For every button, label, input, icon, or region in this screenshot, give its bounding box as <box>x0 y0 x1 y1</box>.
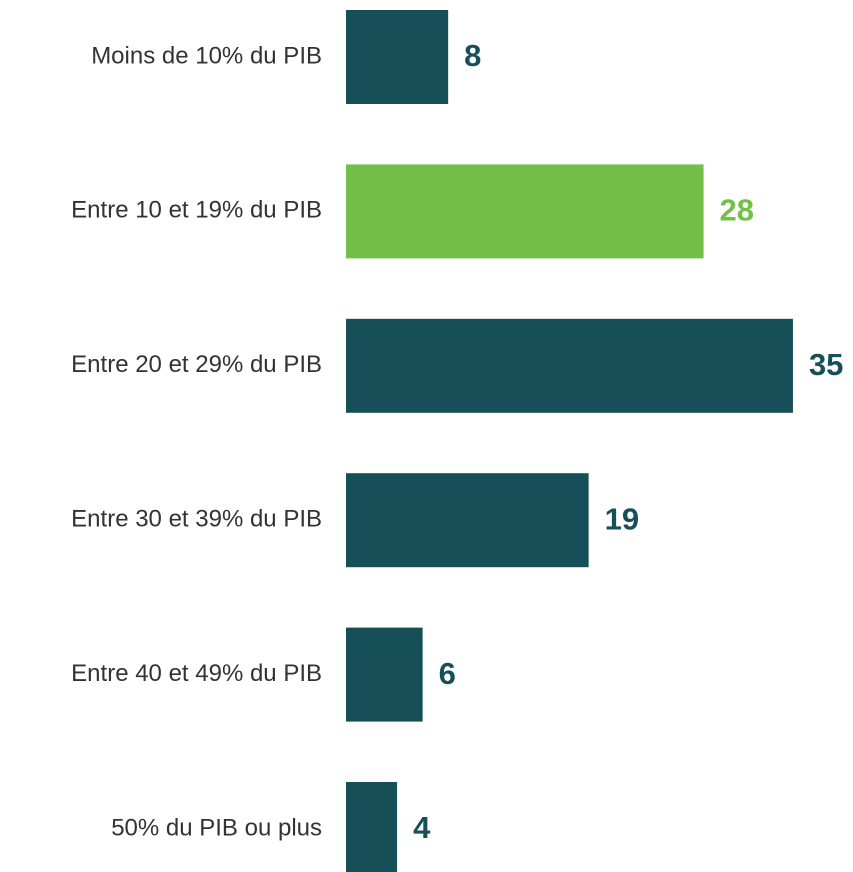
bar <box>346 473 589 568</box>
value-label: 19 <box>605 501 639 536</box>
category-label: Entre 20 et 29% du PIB <box>71 351 322 378</box>
bar <box>346 10 449 104</box>
bar <box>346 164 704 259</box>
category-label: Entre 30 et 39% du PIB <box>71 506 322 533</box>
bar <box>346 318 793 413</box>
category-label: Entre 10 et 19% du PIB <box>71 197 322 224</box>
bar <box>346 782 398 872</box>
category-label: Entre 40 et 49% du PIB <box>71 660 322 687</box>
value-label: 4 <box>413 810 431 845</box>
value-label: 28 <box>720 193 754 228</box>
value-label: 6 <box>439 656 456 691</box>
category-label: Moins de 10% du PIB <box>91 42 322 69</box>
value-label: 8 <box>464 38 481 73</box>
category-label: 50% du PIB ou plus <box>111 814 322 841</box>
value-label: 35 <box>809 347 843 382</box>
bar <box>346 627 423 722</box>
